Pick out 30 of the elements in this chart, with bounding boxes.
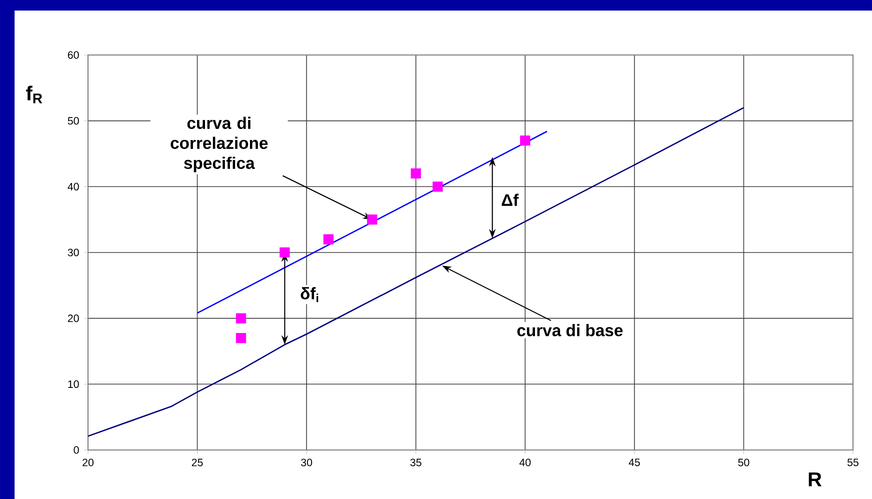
point [410,168,421,179]
annotation: curva di correlazione specifica [170,116,268,172]
y-tick-label: 0 [74,446,79,454]
x-tick-label: 55 [847,458,858,466]
line-series [88,106,744,437]
x-tick-label: 50 [738,458,750,466]
y-tick-label: 30 [68,248,79,256]
point [432,182,443,192]
y-tick-label: 40 [68,182,79,190]
x-tick-label: 40 [519,458,531,466]
x-tick-label: 30 [301,458,312,466]
y-tick-label: 60 [68,51,79,59]
x-tick-label: 35 [410,458,422,466]
point [280,247,290,258]
y-tick-label: 20 [68,314,79,322]
y-tick-label: 10 [68,380,79,388]
annotation: Δf [502,194,519,206]
point [236,313,246,324]
y-tick-label: 50 [68,117,79,125]
point [367,214,378,225]
y-axis-title: f$_{R}$ [26,86,42,104]
x-tick-label: 25 [192,458,203,466]
point [520,136,530,146]
annotation: curva di base [517,324,623,336]
point [323,234,334,244]
annotation: δf$_{i}$ [300,287,318,302]
x-tick-label: 20 [82,458,94,466]
x-tick-label: 45 [628,458,640,466]
point [236,333,246,344]
x-axis-title: R [808,472,822,486]
